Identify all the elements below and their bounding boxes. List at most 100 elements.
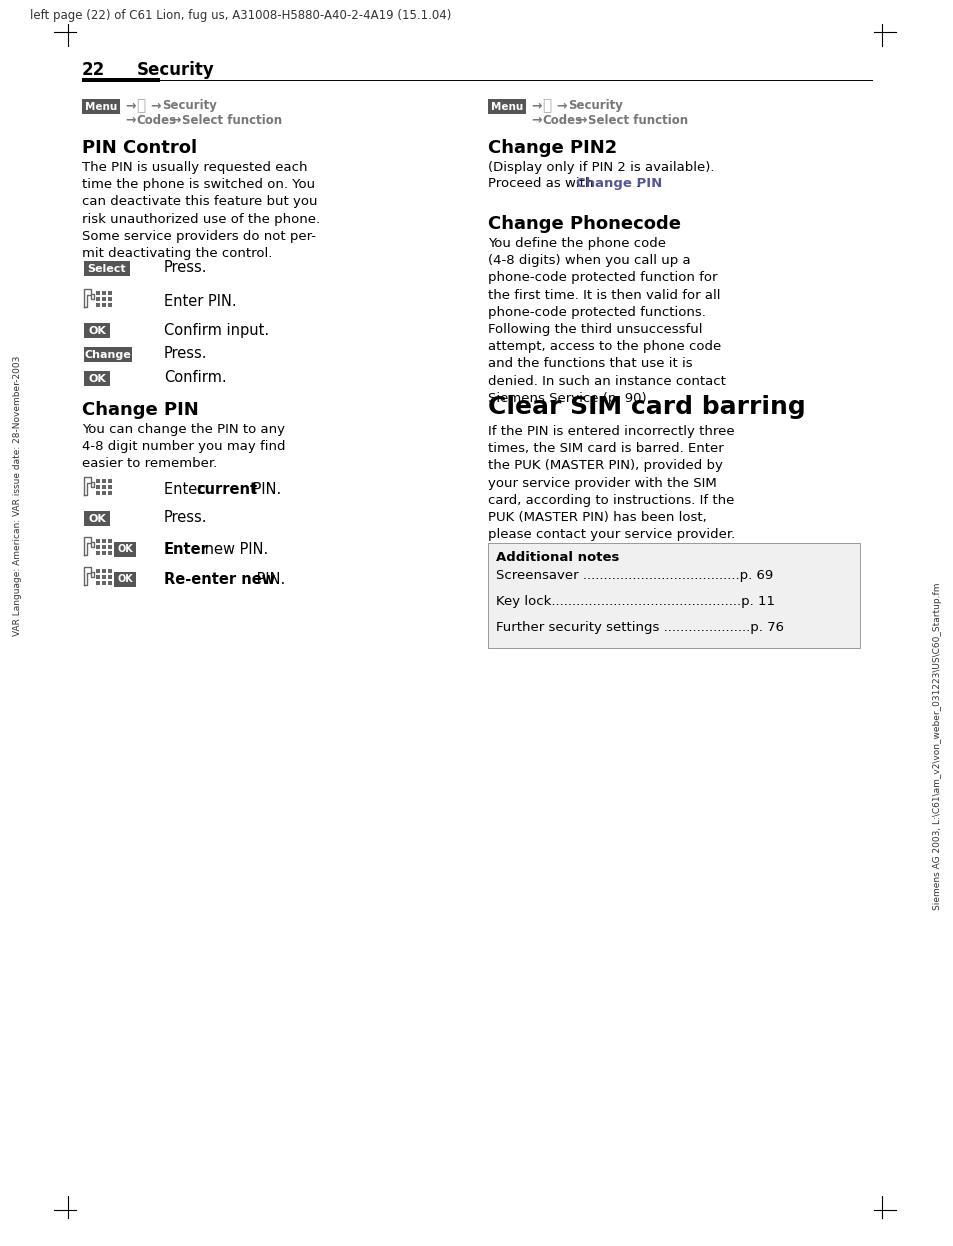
Bar [108,297,112,302]
Bar [108,292,112,295]
Text: Siemens AG 2003, L:\C61\am_v2\von_weber_031223\US\C60_Startup.fm: Siemens AG 2003, L:\C61\am_v2\von_weber_… [933,582,942,910]
Bar [102,545,106,549]
Text: Press.: Press. [164,511,208,526]
FancyBboxPatch shape [84,346,132,363]
Text: PIN.: PIN. [252,572,285,587]
Text: →: → [125,100,135,112]
Text: .: . [636,177,639,189]
Text: →: → [556,100,566,112]
Bar [108,303,112,307]
FancyBboxPatch shape [84,323,110,338]
Bar [108,491,112,495]
Text: OK: OK [117,545,132,554]
Bar [102,551,106,554]
Text: Security: Security [567,100,622,112]
Bar [108,485,112,488]
Bar [108,574,112,579]
Bar [108,551,112,554]
Bar [108,540,112,543]
Bar [102,478,106,483]
Bar [96,485,100,488]
Text: PIN Control: PIN Control [82,140,197,157]
Bar [96,574,100,579]
Bar [96,491,100,495]
Bar [96,545,100,549]
Text: The PIN is usually requested each
time the phone is switched on. You
can deactiv: The PIN is usually requested each time t… [82,161,320,260]
Text: PIN.: PIN. [248,481,281,496]
Text: →: → [150,100,160,112]
Text: →: → [576,113,586,127]
Text: Proceed as with: Proceed as with [488,177,597,189]
Bar [102,303,106,307]
Bar [102,297,106,302]
Text: Key lock..............................................p. 11: Key lock................................… [496,596,774,608]
Bar [96,569,100,573]
Text: (Display only if PIN 2 is available).: (Display only if PIN 2 is available). [488,161,714,174]
Text: →: → [531,100,541,112]
Text: new PIN.: new PIN. [200,542,268,557]
Bar [102,292,106,295]
FancyBboxPatch shape [84,511,110,526]
Bar [82,78,160,82]
FancyBboxPatch shape [82,98,120,113]
Bar [108,545,112,549]
Text: Change: Change [85,349,132,360]
Text: Select function: Select function [587,113,687,127]
Bar [102,491,106,495]
Bar [102,569,106,573]
Text: You define the phone code
(4-8 digits) when you call up a
phone-code protected f: You define the phone code (4-8 digits) w… [488,237,725,405]
Text: Confirm.: Confirm. [164,370,227,385]
Text: Confirm input.: Confirm input. [164,323,269,338]
Text: Re-enter new: Re-enter new [164,572,275,587]
Text: Select: Select [88,263,126,274]
Text: Change PIN2: Change PIN2 [488,140,617,157]
Text: Security: Security [162,100,216,112]
Text: Security: Security [137,61,214,78]
Text: →: → [170,113,180,127]
Text: Select function: Select function [182,113,282,127]
FancyBboxPatch shape [113,572,136,587]
Bar [108,569,112,573]
Text: current: current [195,481,257,496]
FancyBboxPatch shape [84,260,130,277]
Bar [96,303,100,307]
Text: Change PIN: Change PIN [82,401,198,419]
Bar [96,292,100,295]
Text: Additional notes: Additional notes [496,551,618,564]
Bar [102,574,106,579]
Text: 22: 22 [82,61,105,78]
FancyBboxPatch shape [488,98,525,113]
Text: Press.: Press. [164,260,208,275]
Text: ➰: ➰ [541,98,551,113]
FancyBboxPatch shape [113,542,136,557]
Text: Codes: Codes [541,113,581,127]
Bar [96,297,100,302]
Bar [96,478,100,483]
Text: OK: OK [88,513,106,523]
Bar [102,485,106,488]
Text: Change Phonecode: Change Phonecode [488,216,680,233]
Text: Codes: Codes [136,113,176,127]
Text: →: → [531,113,541,127]
Text: If the PIN is entered incorrectly three
times, the SIM card is barred. Enter
the: If the PIN is entered incorrectly three … [488,425,735,541]
Text: ➰: ➰ [136,98,145,113]
Bar [488,543,859,648]
Text: OK: OK [88,325,106,335]
Text: Enter: Enter [164,481,208,496]
Text: Clear SIM card barring: Clear SIM card barring [488,395,805,419]
Text: Change PIN: Change PIN [576,177,661,189]
Text: Enter: Enter [164,542,209,557]
Text: left page (22) of C61 Lion, fug us, A31008-H5880-A40-2-4A19 (15.1.04): left page (22) of C61 Lion, fug us, A310… [30,9,451,22]
Bar [102,581,106,586]
Text: →: → [125,113,135,127]
Text: OK: OK [88,374,106,384]
Bar [96,540,100,543]
Text: Screensaver ......................................p. 69: Screensaver ............................… [496,569,773,582]
Text: OK: OK [117,574,132,584]
Text: Menu: Menu [85,101,117,111]
Bar [96,551,100,554]
Text: VAR Language: American: VAR issue date: 28-November-2003: VAR Language: American: VAR issue date: … [13,356,23,637]
Bar [108,478,112,483]
Text: Enter PIN.: Enter PIN. [164,294,236,309]
FancyBboxPatch shape [84,371,110,386]
